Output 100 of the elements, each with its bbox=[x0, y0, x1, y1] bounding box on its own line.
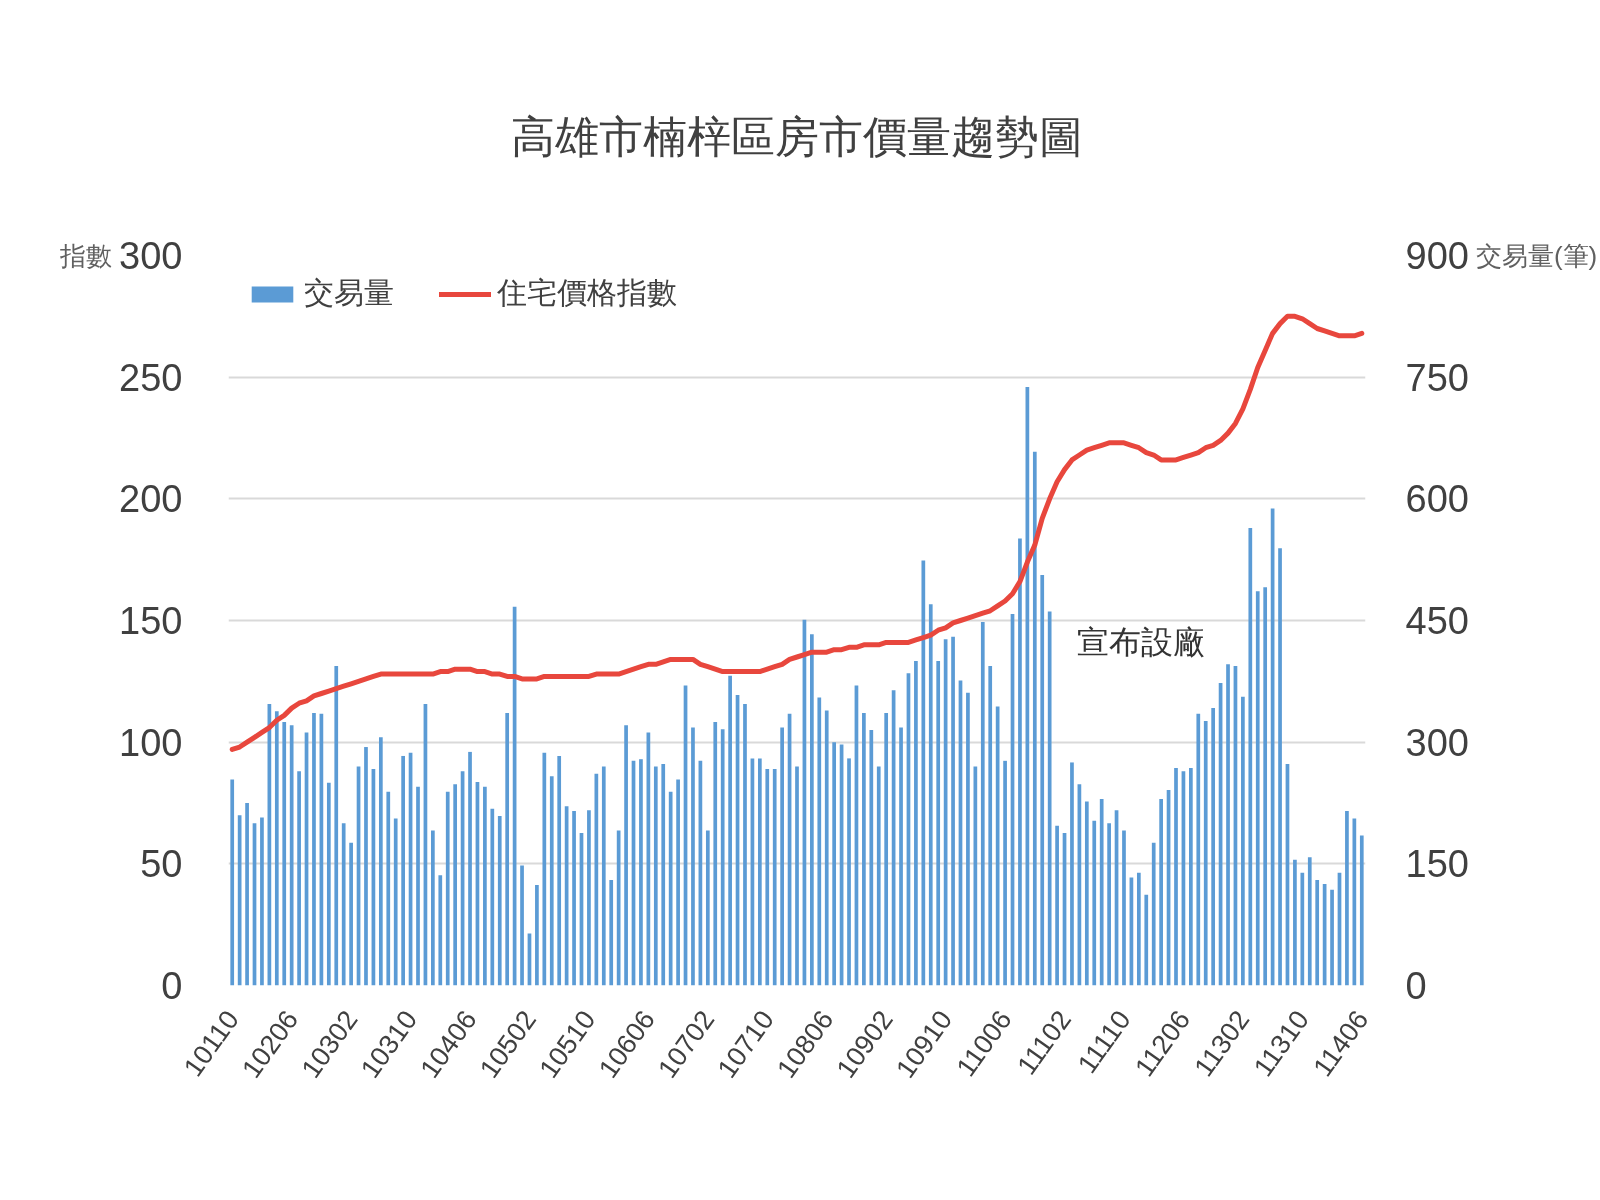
bar bbox=[289, 725, 294, 986]
y2-tick-label: 450 bbox=[1405, 600, 1469, 642]
y-tick-label: 200 bbox=[119, 478, 183, 521]
bar bbox=[988, 665, 993, 986]
bar bbox=[594, 773, 599, 986]
bar bbox=[601, 766, 606, 986]
annotation: 宣布設廠 bbox=[1076, 624, 1205, 661]
bar bbox=[587, 810, 591, 986]
bar bbox=[772, 768, 777, 986]
y-axis-title: 指數 bbox=[59, 240, 113, 271]
bar bbox=[282, 721, 287, 986]
legend-label: 住宅價格指數 bbox=[497, 275, 677, 311]
bar bbox=[1330, 889, 1334, 986]
bar bbox=[928, 604, 933, 986]
bar bbox=[869, 730, 874, 986]
bar bbox=[653, 766, 658, 986]
bar bbox=[661, 764, 666, 986]
bar bbox=[1092, 820, 1097, 986]
y-tick-label: 50 bbox=[140, 843, 183, 886]
bar bbox=[393, 818, 398, 986]
bar bbox=[364, 747, 368, 986]
bar bbox=[1315, 880, 1320, 986]
bar bbox=[1018, 538, 1022, 986]
bar bbox=[639, 759, 643, 986]
y2-tick-label: 900 bbox=[1405, 235, 1469, 277]
bar bbox=[951, 636, 955, 986]
bar bbox=[312, 712, 316, 986]
bar bbox=[668, 791, 673, 986]
bar bbox=[832, 742, 837, 986]
bar bbox=[297, 771, 301, 986]
bar bbox=[1211, 708, 1216, 986]
bar bbox=[438, 875, 443, 986]
bar bbox=[445, 791, 450, 986]
bar bbox=[720, 729, 725, 986]
bar bbox=[847, 758, 851, 986]
bar bbox=[899, 727, 903, 986]
bar bbox=[1241, 696, 1245, 986]
bar bbox=[705, 830, 710, 986]
bar bbox=[1226, 664, 1230, 986]
y-tick-label: 100 bbox=[119, 721, 183, 764]
bar bbox=[1099, 798, 1104, 986]
bar bbox=[1151, 842, 1156, 986]
bar bbox=[1203, 721, 1208, 986]
bar bbox=[334, 665, 339, 986]
bar bbox=[973, 766, 978, 986]
bar bbox=[713, 721, 718, 986]
bar bbox=[274, 711, 279, 986]
bar bbox=[1248, 528, 1253, 986]
bar bbox=[824, 710, 829, 986]
chart-title: 高雄市楠梓區房市價量趨勢圖 bbox=[511, 111, 1083, 161]
bar bbox=[1084, 801, 1089, 986]
bar bbox=[616, 830, 621, 986]
bar bbox=[431, 830, 435, 986]
bar bbox=[876, 766, 881, 986]
bar bbox=[1032, 451, 1037, 986]
bar bbox=[1345, 811, 1349, 986]
y2-tick-label: 150 bbox=[1405, 843, 1469, 886]
bar bbox=[624, 725, 628, 986]
bar bbox=[780, 727, 784, 986]
bar bbox=[936, 661, 941, 986]
bar bbox=[1189, 768, 1193, 986]
bar bbox=[1359, 835, 1364, 986]
bar bbox=[795, 766, 799, 986]
bar bbox=[245, 803, 249, 986]
bar bbox=[1278, 548, 1282, 986]
bar bbox=[817, 697, 822, 986]
bar bbox=[1003, 760, 1007, 986]
bar bbox=[453, 784, 458, 986]
bar bbox=[691, 727, 695, 986]
bar bbox=[966, 692, 970, 986]
bar bbox=[862, 712, 866, 986]
bar bbox=[520, 865, 524, 986]
y2-tick-label: 750 bbox=[1405, 356, 1469, 399]
bar bbox=[237, 815, 242, 986]
bar bbox=[743, 704, 747, 986]
bar bbox=[535, 884, 539, 986]
y2-tick-label: 0 bbox=[1405, 965, 1427, 1007]
bar bbox=[497, 815, 502, 986]
y2-axis-title: 交易量(筆) bbox=[1475, 240, 1598, 271]
bar bbox=[921, 560, 926, 986]
bar bbox=[810, 634, 814, 986]
y2-tick-label: 300 bbox=[1405, 721, 1469, 764]
bar bbox=[1196, 713, 1201, 986]
bar bbox=[1159, 798, 1163, 986]
bar bbox=[490, 808, 495, 986]
bar bbox=[401, 755, 405, 986]
bar bbox=[914, 661, 918, 986]
y-tick-label: 150 bbox=[119, 600, 183, 642]
bar bbox=[549, 776, 554, 986]
bar bbox=[505, 712, 510, 986]
bar bbox=[765, 768, 770, 986]
bar bbox=[483, 786, 487, 986]
bar bbox=[349, 842, 353, 986]
bar bbox=[378, 737, 383, 986]
bar bbox=[1352, 818, 1357, 986]
bar bbox=[609, 880, 614, 986]
bar bbox=[995, 706, 1000, 986]
bar bbox=[1255, 591, 1260, 986]
bar bbox=[884, 712, 889, 986]
bar bbox=[1122, 830, 1126, 986]
